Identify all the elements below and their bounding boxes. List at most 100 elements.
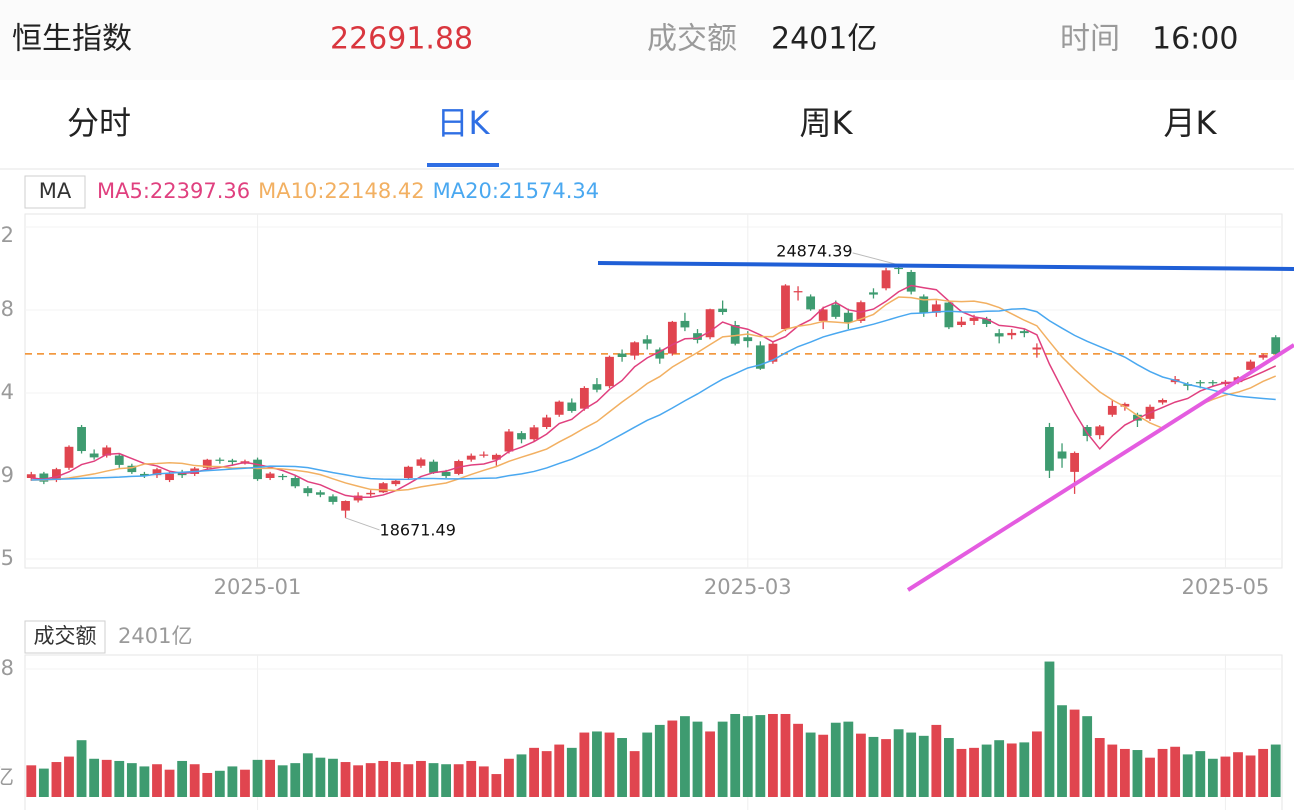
legend-entry: MA5:22397.36 [97,179,250,203]
volume-bar [1119,748,1130,797]
candle-body [1095,426,1105,436]
volume-bar [856,733,866,797]
candle-body [554,401,564,415]
volume-bar [1094,738,1105,797]
volume-bar [277,765,288,797]
candle-body [1158,399,1167,403]
ma-line [31,284,1277,499]
volume-bar [126,763,137,797]
candle-body [366,492,376,495]
volume-bar [793,723,803,797]
x-tick-label: 2025-01 [214,575,302,599]
candle-body [1258,355,1268,358]
index-price: 22691.88 [330,22,473,57]
candle-body [1032,347,1042,350]
candle-body [253,459,262,480]
volume-bar [390,762,401,797]
candle-body [1045,427,1054,471]
y-tick-label: 17665 [0,546,14,570]
candle-body [202,459,212,468]
y-tick-label: 23768 [0,297,14,321]
time-value: 16:00 [1152,22,1238,57]
tab[interactable]: 月K [1164,104,1218,142]
tab[interactable]: 周K [800,104,854,142]
volume-bar [403,764,414,797]
tab-active[interactable]: 日K [437,104,491,142]
candle-body [391,480,401,485]
volume-bar [1195,751,1206,797]
candle-body [806,296,816,310]
price-frame [24,213,1283,569]
volume-bar [302,753,313,797]
candle-body [931,304,941,313]
candle-body [793,291,803,293]
tab[interactable]: 分时 [67,104,131,142]
indicator-box [24,175,86,209]
candle-body [655,349,665,359]
candle-body [504,431,514,452]
volume-bar [38,768,49,797]
candle-body [579,387,589,409]
candle-body [1246,361,1255,370]
candle-body [755,345,765,369]
volume-bar [1057,705,1067,797]
volume-bar [164,769,175,797]
candle-body [77,427,86,452]
volume-bar [981,744,992,797]
volume-bar [1031,731,1042,797]
volume-bar [453,764,464,797]
volume-bar [516,754,527,797]
candle-body [341,501,350,511]
volume-bar [466,760,477,797]
y-tick-label: 19699 [0,463,14,487]
candle-body [127,465,137,473]
index-name: 恒生指数 [12,22,132,57]
candle-body [64,446,74,468]
volume-bar [893,729,904,797]
volume-bar [1006,743,1017,797]
volume-unit: 亿 [0,765,14,789]
leader-line [852,252,899,266]
ma-line [31,307,1276,481]
volume-bar [692,721,703,797]
candle-body [605,356,614,387]
volume-bar [931,724,942,797]
candle-body [768,343,778,362]
candle-body [944,302,954,328]
volume-bar [1107,744,1118,797]
volume-bar [227,766,238,797]
candle-body [592,384,602,390]
candle-body [906,271,916,292]
volume-bar [51,762,62,797]
candle-body [718,308,728,313]
candle-body [818,309,828,321]
candle-body [315,492,325,495]
candle-body [140,473,149,476]
volume-bar [202,772,213,797]
drawn-support-line [906,343,1294,592]
volume-bar [1044,661,1055,797]
volume-bar [491,774,502,797]
candle-body [1195,382,1205,384]
candle-body [781,285,790,330]
candle-body [479,454,489,456]
candle-body [567,402,577,411]
candle-body [52,469,61,481]
volume-bar [1270,744,1281,797]
volume-title-box [24,620,106,654]
volume-bar [818,734,829,797]
volume-bar [566,747,577,797]
volume-title: 成交额 [34,624,97,648]
candle-body [957,321,966,326]
volume-bar [906,732,917,797]
volume-bar [830,722,841,797]
volume-bar [1145,757,1155,797]
volume-bar [1233,752,1243,797]
turnover-label: 成交额 [647,22,737,57]
volume-bar [290,763,301,797]
volume-bar [1170,746,1181,797]
candle-body [881,270,891,289]
candle-body [1133,414,1142,421]
legend-entry: MA20:21574.34 [433,179,599,203]
candle-body [228,460,237,463]
